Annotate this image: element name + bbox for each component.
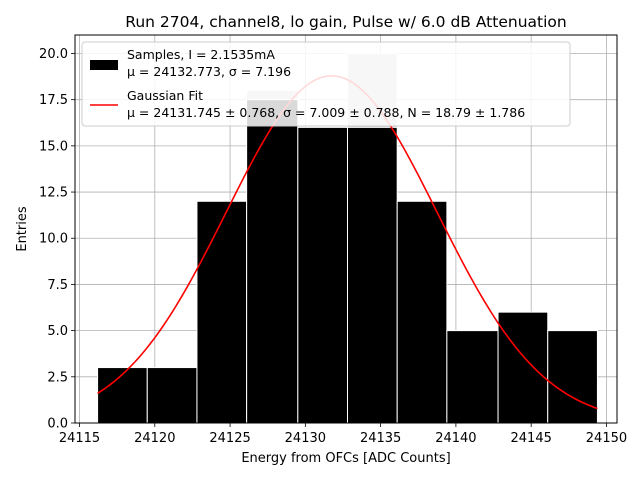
legend-fit-stats: μ = 24131.745 ± 0.768, σ = 7.009 ± 0.788…: [127, 105, 525, 120]
legend-samples-swatch: [90, 60, 118, 70]
y-tick-label: 0.0: [47, 417, 68, 432]
histogram-bar: [196, 200, 248, 424]
y-tick-label: 17.5: [39, 93, 68, 108]
y-tick-label: 20.0: [39, 47, 68, 62]
y-tick-label: 12.5: [39, 186, 68, 201]
y-tick-label: 10.0: [39, 232, 68, 247]
histogram-bars-dark: [97, 99, 598, 424]
histogram-bar: [446, 330, 499, 424]
histogram-bar: [246, 99, 299, 424]
x-tick-label: 24135: [360, 431, 401, 446]
x-tick-label: 24140: [435, 431, 476, 446]
histogram-bar: [97, 367, 148, 424]
x-tick-label: 24115: [59, 431, 100, 446]
x-tick-label: 24150: [586, 431, 627, 446]
histogram-bar: [396, 200, 448, 424]
y-tick-label: 7.5: [47, 278, 68, 293]
y-axis-label: Entries: [15, 206, 30, 252]
legend-fit-label: Gaussian Fit: [127, 88, 203, 103]
x-tick-label: 24125: [209, 431, 250, 446]
x-tick-label: 24130: [285, 431, 326, 446]
chart-title: Run 2704, channel8, lo gain, Pulse w/ 6.…: [125, 13, 566, 31]
y-tick-label: 15.0: [39, 139, 68, 154]
histogram-bar: [497, 311, 549, 424]
x-tick-label: 24145: [511, 431, 552, 446]
histogram-bar: [347, 126, 398, 424]
legend-samples-label: Samples, I = 2.1535mA: [127, 47, 275, 62]
legend: Samples, I = 2.1535mA μ = 24132.773, σ =…: [81, 41, 571, 127]
plot-frame: [74, 34, 618, 424]
histogram-bar: [297, 126, 349, 424]
y-tick-label: 2.5: [47, 370, 68, 385]
y-axis-ticks: 0.0 2.5 5.0 7.5 10.0 12.5 15.0 17.5 20.0: [39, 47, 75, 432]
x-axis-ticks: 24115 24120 24125 24130 24135 24140 24145 24150: [59, 423, 627, 446]
histogram-bar: [146, 367, 198, 424]
y-tick-label: 5.0: [47, 324, 68, 339]
histogram-bar: [547, 330, 598, 424]
x-axis-label: Energy from OFCs [ADC Counts]: [241, 451, 450, 466]
x-tick-label: 24120: [134, 431, 175, 446]
legend-samples-stats: μ = 24132.773, σ = 7.196: [127, 64, 291, 79]
legend-frame: [81, 41, 571, 127]
